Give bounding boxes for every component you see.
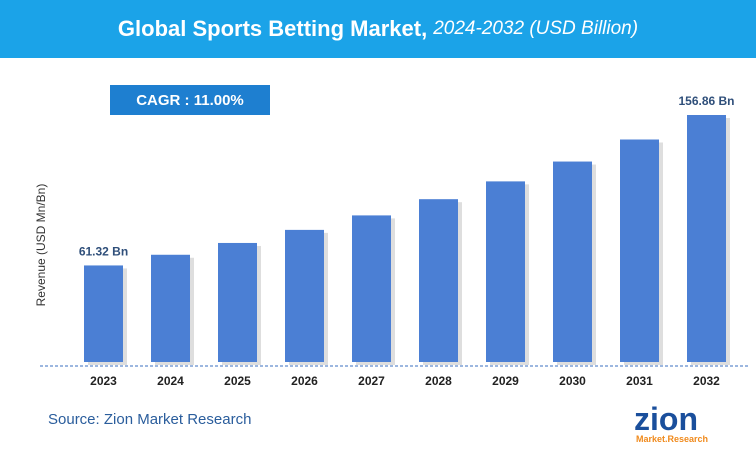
bar-2025 [218, 242, 257, 362]
bar-2030 [553, 161, 592, 362]
x-tick-label: 2025 [224, 374, 251, 388]
bar-2031 [620, 139, 659, 362]
bar-2029 [486, 181, 525, 362]
x-tick-label: 2026 [291, 374, 318, 388]
bar-2024 [151, 254, 190, 362]
logo-word: zion [634, 401, 698, 437]
bar-2028 [419, 199, 458, 362]
x-tick-label: 2029 [492, 374, 519, 388]
x-tick-label: 2024 [157, 374, 184, 388]
bar-2023 [84, 265, 123, 362]
logo-tagline: Market.Research [636, 434, 708, 444]
bar-2027 [352, 215, 391, 362]
data-label: 156.86 Bn [678, 94, 734, 108]
data-label: 61.32 Bn [79, 244, 128, 258]
chart-title: Global Sports Betting Market, [117, 16, 428, 41]
x-tick-label: 2027 [358, 374, 385, 388]
source-note: Source: Zion Market Research [48, 411, 252, 428]
x-tick-label: 2031 [626, 374, 653, 388]
bar-chart: 2023 61.32 Bn 2024 2025 2026 2027 2028 2029 2030… [40, 94, 750, 388]
bar-2026 [285, 229, 324, 362]
x-tick-label: 2028 [425, 374, 452, 388]
x-tick-label: 2023 [90, 374, 117, 388]
x-tick-label: 2030 [559, 374, 586, 388]
x-tick-label: 2032 [693, 374, 720, 388]
zion-logo: zion Market.Research [634, 401, 708, 444]
title-bar: Global Sports Betting Market, 2024-2032 … [0, 0, 756, 58]
bar-2032 [687, 115, 726, 362]
cagr-badge: CAGR : 11.00% [110, 85, 270, 115]
chart-subtitle: 2024-2032 (USD Billion) [433, 18, 639, 39]
